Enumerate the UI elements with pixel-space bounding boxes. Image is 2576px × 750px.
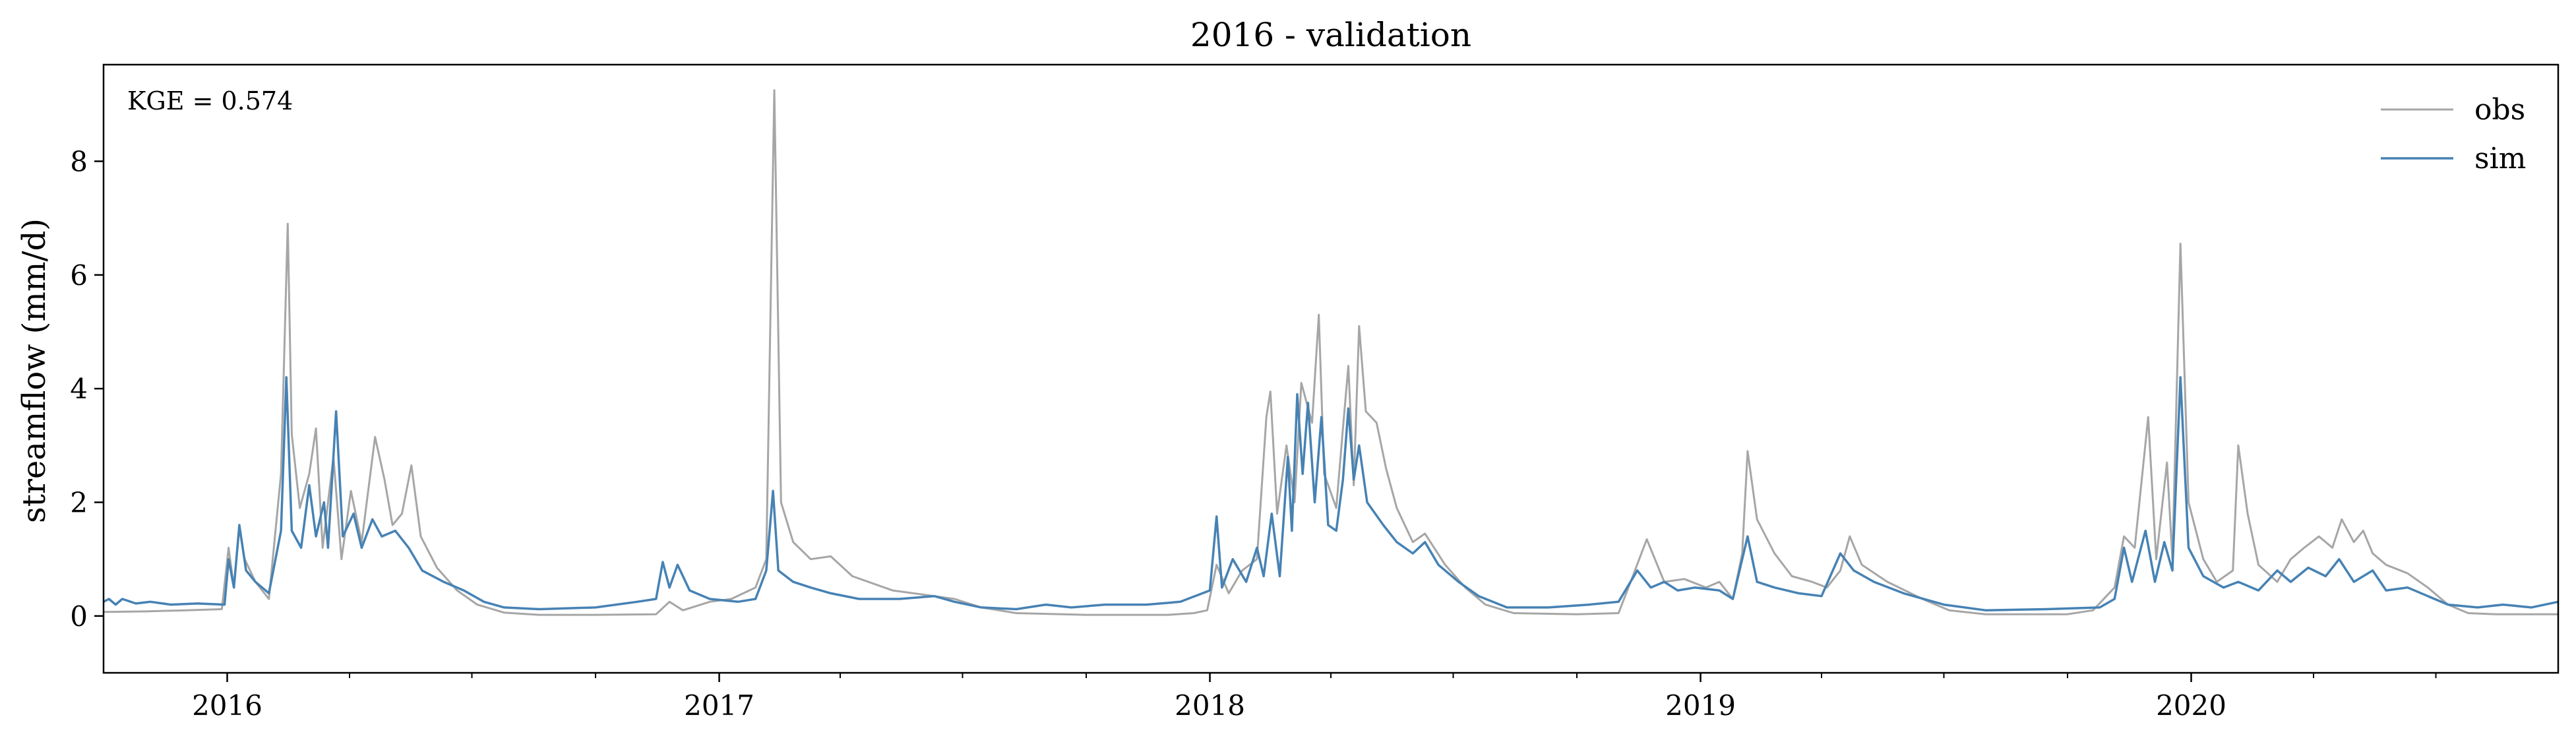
x-tick-label: 2019: [1665, 689, 1736, 722]
x-tick-label: 2016: [192, 689, 262, 722]
y-axis-label: streamflow (mm/d): [16, 218, 53, 523]
y-tick-label: 4: [70, 373, 88, 405]
axis-layer: 2016 2017 2018 2019 2020 0 2 4 6 8: [70, 145, 2437, 722]
legend: obs sim: [2381, 93, 2526, 175]
y-tick-label: 2: [70, 486, 88, 518]
x-tick-label: 2018: [1175, 689, 1245, 722]
series-layer: [103, 89, 2559, 616]
legend-label-obs: obs: [2474, 93, 2525, 127]
y-tick-label: 6: [70, 259, 88, 292]
x-tick-label: 2017: [684, 689, 754, 722]
chart-title: 2016 - validation: [1190, 16, 1471, 54]
kge-annotation: KGE = 0.574: [127, 86, 293, 115]
series-line-sim: [103, 376, 2559, 611]
y-tick-label: 0: [70, 600, 88, 633]
x-tick-label: 2020: [2156, 689, 2226, 722]
plot-frame: [102, 63, 2560, 674]
y-tick-label: 8: [70, 145, 88, 177]
legend-label-sim: sim: [2474, 142, 2526, 175]
series-line-obs: [103, 89, 2558, 616]
